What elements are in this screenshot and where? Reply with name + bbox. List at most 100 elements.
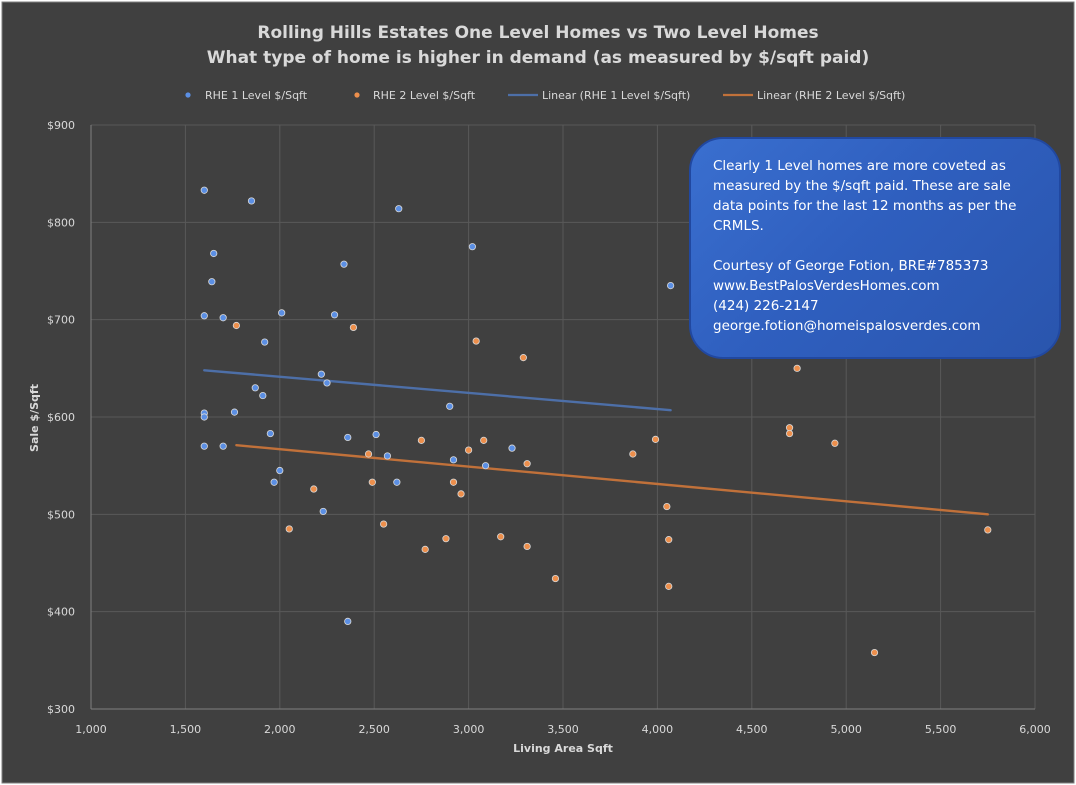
- data-point-series1: [200, 413, 208, 421]
- data-point-series2: [793, 364, 801, 372]
- x-tick-label: 3,000: [453, 723, 485, 736]
- legend-label-trend2: Linear (RHE 2 Level $/Sqft): [757, 89, 905, 102]
- data-point-series2: [421, 545, 429, 553]
- data-point-series1: [270, 478, 278, 486]
- x-tick-label: 5,500: [925, 723, 957, 736]
- note-line: measured by the $/sqft paid. These are s…: [713, 178, 1011, 194]
- axes: [90, 125, 1035, 710]
- note-line: george.fotion@homeispalosverdes.com: [713, 318, 981, 334]
- data-point-series1: [276, 466, 284, 475]
- data-point-series2: [523, 460, 531, 468]
- data-point-series1: [219, 314, 227, 322]
- y-tick-label: $400: [47, 606, 75, 619]
- data-point-series2: [472, 337, 480, 345]
- trendlines: [203, 369, 989, 516]
- data-point-series1: [667, 281, 675, 290]
- x-tick-label: 1,500: [170, 723, 202, 736]
- data-point-series2: [380, 520, 388, 528]
- trendline-1: [203, 369, 672, 412]
- data-point-series2: [663, 502, 671, 511]
- data-point-series1: [247, 197, 256, 205]
- data-point-series2: [665, 536, 673, 544]
- data-point-series1: [261, 338, 269, 346]
- x-tick-label: 2,500: [358, 723, 390, 736]
- x-tick-label: 5,000: [830, 723, 862, 736]
- data-point-series1: [317, 370, 325, 378]
- data-point-series2: [870, 648, 879, 657]
- data-point-series1: [200, 312, 208, 320]
- data-point-series2: [310, 485, 318, 493]
- note-line: Courtesy of George Fotion, BRE#785373: [713, 258, 989, 274]
- data-point-series2: [349, 323, 358, 332]
- data-point-series1: [219, 442, 227, 450]
- data-point-series2: [519, 354, 527, 362]
- trendline-2: [235, 444, 989, 516]
- y-tick-label: $800: [47, 216, 75, 229]
- y-axis-label: Sale $/Sqft: [28, 384, 41, 452]
- data-point-series2: [551, 574, 560, 583]
- data-point-series1: [278, 309, 286, 317]
- data-point-series1: [481, 462, 490, 470]
- data-point-series2: [629, 450, 637, 458]
- data-point-series2: [285, 525, 293, 533]
- note-line: data points for the last 12 months as pe…: [713, 198, 1017, 214]
- y-tick-label: $300: [47, 703, 75, 716]
- data-point-series1: [340, 260, 348, 268]
- chart-title: Rolling Hills Estates One Level Homes vs…: [257, 23, 818, 43]
- note-line: Clearly 1 Level homes are more coveted a…: [713, 158, 1006, 174]
- data-point-series1: [330, 311, 339, 319]
- data-point-series2: [417, 436, 425, 444]
- data-point-series2: [368, 478, 376, 486]
- legend-marker-series2: [354, 92, 360, 98]
- data-point-series1: [200, 186, 208, 194]
- x-tick-label: 1,000: [75, 723, 107, 736]
- y-tick-label: $700: [47, 314, 75, 327]
- data-point-series1: [372, 430, 380, 439]
- note-line: CRMLS.: [713, 218, 764, 234]
- data-point-series1: [230, 408, 239, 416]
- legend-label-series2: RHE 2 Level $/Sqft: [373, 89, 476, 102]
- data-point-series2: [442, 535, 450, 543]
- data-point-series2: [232, 321, 240, 330]
- note-line: (424) 226-2147: [713, 298, 819, 314]
- y-tick-label: $500: [47, 508, 75, 521]
- data-point-series1: [508, 444, 516, 452]
- x-tick-label: 6,000: [1019, 723, 1051, 736]
- annotation-callout: Clearly 1 Level homes are more coveted a…: [689, 137, 1061, 359]
- data-point-series2: [665, 582, 673, 590]
- chart-subtitle: What type of home is higher in demand (a…: [207, 48, 870, 68]
- data-point-series2: [464, 446, 473, 454]
- note-spacer: [713, 236, 1039, 256]
- data-point-series2: [523, 542, 531, 551]
- data-point-series2: [364, 450, 373, 458]
- legend-marker-series1: [185, 92, 191, 98]
- data-point-series2: [984, 526, 992, 534]
- x-tick-label: 3,500: [547, 723, 579, 736]
- data-point-series2: [785, 424, 794, 432]
- data-point-series1: [259, 391, 267, 400]
- data-point-series2: [449, 478, 458, 486]
- data-point-series2: [497, 533, 505, 541]
- data-point-series1: [344, 433, 352, 442]
- data-points: [200, 186, 992, 657]
- y-tick-label: $600: [47, 411, 75, 424]
- data-point-series2: [480, 436, 488, 444]
- data-point-series1: [200, 442, 208, 450]
- data-point-series1: [449, 456, 458, 464]
- note-line: www.BestPalosVerdesHomes.com: [713, 278, 940, 294]
- x-tick-label: 2,000: [264, 723, 296, 736]
- x-axis-label: Living Area Sqft: [513, 742, 613, 755]
- data-point-series1: [210, 249, 218, 258]
- data-point-series2: [831, 439, 839, 447]
- legend-label-series1: RHE 1 Level $/Sqft: [205, 89, 308, 102]
- data-point-series1: [393, 478, 401, 486]
- legend: RHE 1 Level $/Sqft RHE 2 Level $/Sqft Li…: [185, 89, 905, 102]
- data-point-series1: [383, 452, 392, 460]
- data-point-series1: [319, 507, 327, 516]
- x-tick-label: 4,000: [642, 723, 674, 736]
- data-point-series1: [323, 379, 331, 387]
- data-point-series2: [457, 490, 465, 498]
